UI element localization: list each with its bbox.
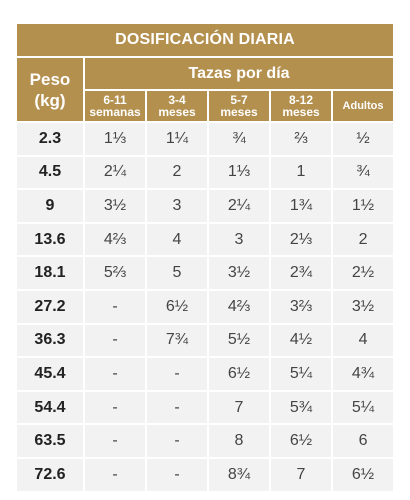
cups-cell: 5½ [209,324,269,357]
weight-cell: 4.5 [17,156,83,189]
dosage-table-container: DOSIFICACIÓN DIARIA Peso (kg) Tazas por … [15,22,395,493]
column-header-adultos: Adultos [333,91,394,121]
column-header-line2: semanas [89,105,141,119]
weight-cell: 2.3 [17,123,83,155]
weight-cell: 13.6 [17,223,83,256]
cups-cell: 2 [147,156,207,189]
cups-cell: - [85,290,145,323]
cups-cell: 1⅓ [85,123,145,155]
column-header-8-12-meses: 8-12 meses [271,91,331,121]
cups-cell: 5¾ [271,391,331,424]
table-row: 18.1 5⅔ 5 3½ 2¾ 2½ [17,257,394,289]
table-row: 72.6- -8¾ 7 6½ [17,458,394,491]
column-header-line2: meses [158,105,196,119]
cups-cell: 4 [147,223,207,256]
cups-cell: 2¾ [271,257,331,289]
cups-cell: ½ [333,123,394,155]
table-row: 45.4- -6½ 5¼ 4¾ [17,358,394,390]
cups-cell: 8¾ [209,458,269,491]
cups-cell: - [147,358,207,390]
cups-cell: - [85,425,145,457]
weight-cell: 27.2 [17,290,83,323]
tazas-header: Tazas por día [85,58,394,89]
peso-header-line2: (kg) [34,90,66,110]
table-row: 13.6 4⅔ 4 3 2⅓ 2 [17,223,394,256]
column-header-5-7-meses: 5-7 meses [209,91,269,121]
cups-cell: 4⅔ [85,223,145,256]
cups-cell: - [85,358,145,390]
cups-cell: 3½ [333,290,394,323]
weight-cell: 54.4 [17,391,83,424]
cups-cell: 5 [147,257,207,289]
table-row: 2.3 1⅓ 1¼ ¾ ⅔ ½ [17,123,394,155]
cups-cell: 5¼ [271,358,331,390]
cups-cell: ¾ [333,156,394,189]
cups-cell: ⅔ [271,123,331,155]
cups-cell: 6½ [209,358,269,390]
cups-cell: 4 [333,324,394,357]
cups-cell: 7 [271,458,331,491]
table-row: 9 3½ 3 2¼ 1¾ 1½ [17,190,394,222]
column-header-line1: 8-12 [288,93,314,107]
cups-cell: 3 [147,190,207,222]
weight-cell: 45.4 [17,358,83,390]
cups-cell: 2½ [333,257,394,289]
cups-cell: 7 [209,391,269,424]
cups-cell: 3 [209,223,269,256]
cups-cell: 1¼ [147,123,207,155]
cups-cell: 1 [271,156,331,189]
cups-cell: 1¾ [271,190,331,222]
cups-cell: 6 [333,425,394,457]
cups-cell: 2 [333,223,394,256]
cups-cell: 7¾ [147,324,207,357]
column-header-3-4-meses: 3-4 meses [147,91,207,121]
table-row: 54.4- -7 5¾ 5¼ [17,391,394,424]
column-header-line2: meses [282,105,320,119]
cups-cell: 2⅓ [271,223,331,256]
peso-header-line1: Peso [29,69,71,89]
cups-cell: - [85,391,145,424]
cups-cell: 3½ [85,190,145,222]
table-row: 27.2-6½ 4⅔ 3⅔ 3½ [17,290,394,323]
cups-cell: - [147,425,207,457]
cups-cell: 4⅔ [209,290,269,323]
column-header-line1: Adultos [342,100,384,112]
cups-cell: 5¼ [333,391,394,424]
peso-header: Peso (kg) [17,58,83,121]
cups-cell: 1½ [333,190,394,222]
cups-cell: - [147,458,207,491]
column-header-line1: 6-11 [103,93,127,107]
table-row: 63.5- -8 6½ 6 [17,425,394,457]
column-header-line1: 5-7 [230,93,248,107]
cups-cell: 6½ [271,425,331,457]
cups-cell: 2¼ [85,156,145,189]
table-title: DOSIFICACIÓN DIARIA [17,24,394,56]
cups-cell: 6½ [333,458,394,491]
weight-cell: 63.5 [17,425,83,457]
cups-cell: 6½ [147,290,207,323]
weight-cell: 36.3 [17,324,83,357]
column-header-line2: meses [220,105,258,119]
table-row: 36.3-7¾ 5½ 4½ 4 [17,324,394,357]
cups-cell: - [85,324,145,357]
weight-cell: 18.1 [17,257,83,289]
dosage-table: DOSIFICACIÓN DIARIA Peso (kg) Tazas por … [15,22,395,493]
cups-cell: 4½ [271,324,331,357]
cups-cell: ¾ [209,123,269,155]
cups-cell: 8 [209,425,269,457]
cups-cell: 4¾ [333,358,394,390]
cups-cell: 2¼ [209,190,269,222]
cups-cell: - [147,391,207,424]
cups-cell: - [85,458,145,491]
weight-cell: 9 [17,190,83,222]
column-header-line1: 3-4 [168,93,186,107]
cups-cell: 1⅓ [209,156,269,189]
table-row: 4.5 2¼ 2 1⅓ 1 ¾ [17,156,394,189]
weight-cell: 72.6 [17,458,83,491]
cups-cell: 3½ [209,257,269,289]
cups-cell: 3⅔ [271,290,331,323]
column-header-6-11-semanas: 6-11 semanas [85,91,145,121]
cups-cell: 5⅔ [85,257,145,289]
